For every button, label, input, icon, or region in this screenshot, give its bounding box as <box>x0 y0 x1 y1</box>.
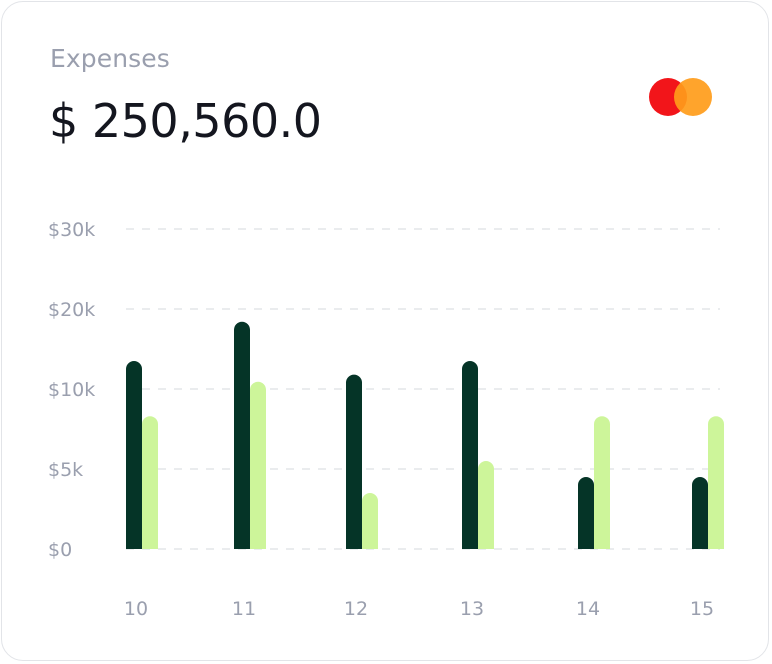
bar-series-1 <box>126 361 142 549</box>
y-tick-label: $30k <box>48 219 95 241</box>
bar-series-1 <box>578 477 594 549</box>
y-tick-label: $20k <box>48 299 95 321</box>
y-tick-label: $10k <box>48 379 95 401</box>
bar-series-1 <box>346 374 362 549</box>
x-tick-label: 12 <box>344 598 368 620</box>
x-tick-label: 11 <box>232 598 256 620</box>
card-title: Expenses <box>50 44 170 73</box>
y-tick-label: $0 <box>48 539 72 561</box>
bar-series-1 <box>234 321 250 549</box>
x-tick-label: 15 <box>690 598 714 620</box>
bar-series-2 <box>594 416 610 549</box>
bar-series-2 <box>142 416 158 549</box>
bar-series-1 <box>692 477 708 549</box>
x-tick-label: 10 <box>124 598 148 620</box>
bar-series-1 <box>462 361 478 549</box>
bar-series-2 <box>362 493 378 549</box>
bar-series-2 <box>250 381 266 549</box>
expenses-amount: $ 250,560.0 <box>49 94 322 148</box>
mastercard-icon <box>649 78 712 116</box>
bar-series-2 <box>708 416 724 549</box>
y-tick-label: $5k <box>48 459 83 481</box>
bar-series-2 <box>478 461 494 549</box>
x-tick-label: 14 <box>576 598 600 620</box>
x-tick-label: 13 <box>460 598 484 620</box>
